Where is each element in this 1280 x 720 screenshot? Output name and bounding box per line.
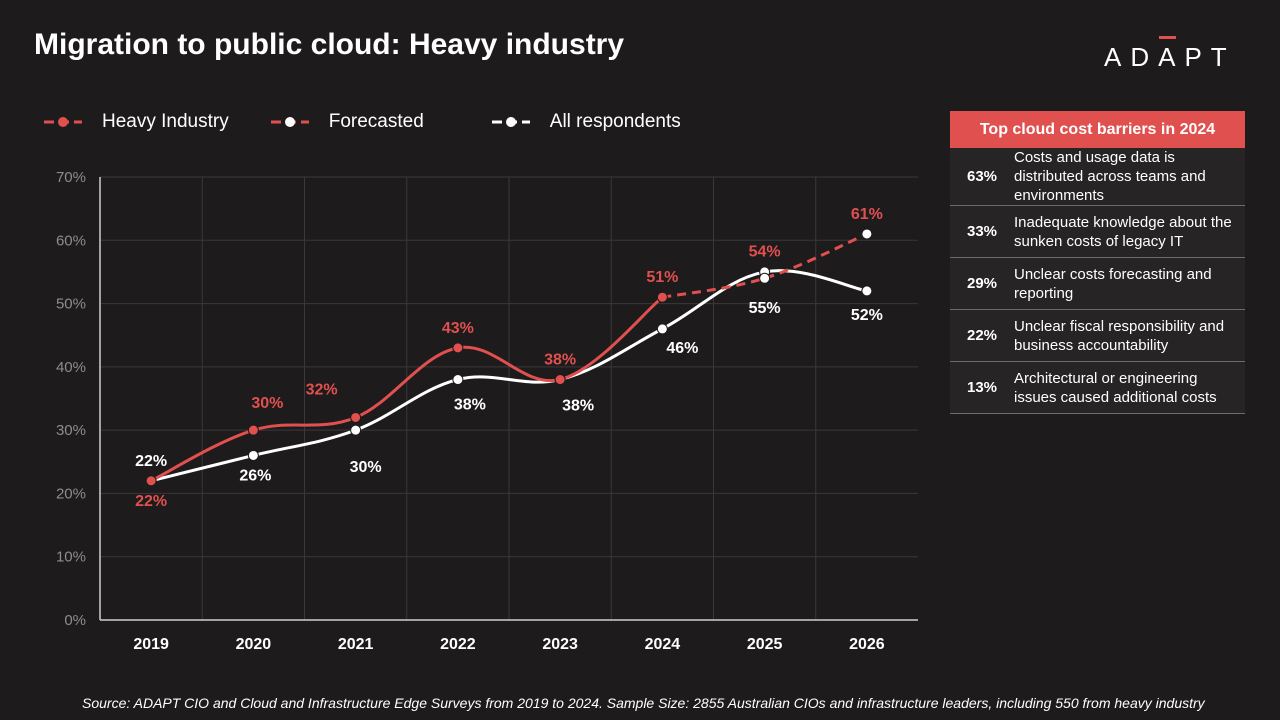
barrier-row: 13% Architectural or engineering issues …	[950, 362, 1245, 414]
point-heavy-industry	[656, 291, 668, 303]
point-all-respondents	[350, 424, 362, 436]
data-label-all-respondents: 38%	[454, 397, 486, 414]
adapt-logo: ADAPT	[1104, 36, 1236, 72]
point-heavy-industry	[452, 342, 464, 354]
data-label-heavy-industry: 30%	[251, 395, 283, 412]
barrier-text: Costs and usage data is distributed acro…	[1014, 149, 1206, 204]
barrier-pct: 22%	[966, 327, 998, 344]
barrier-row: 22% Unclear fiscal responsibility and bu…	[950, 310, 1245, 362]
data-label-all-respondents: 52%	[851, 307, 883, 324]
point-heavy-industry	[247, 424, 259, 436]
y-tick-label: 0%	[64, 612, 86, 629]
y-tick-label: 20%	[56, 485, 86, 502]
legend-swatch-forecasted	[270, 117, 309, 127]
x-tick-label: 2024	[645, 636, 681, 653]
point-heavy-industry	[145, 475, 157, 487]
x-tick-label: 2023	[542, 636, 578, 653]
legend-swatch-all-respondents	[491, 117, 530, 127]
point-all-respondents	[452, 374, 464, 386]
legend-label-all-respondents: All respondents	[549, 111, 681, 132]
data-label-heavy-industry: 38%	[544, 352, 576, 369]
legend-item-forecasted: Forecasted	[269, 111, 424, 133]
y-tick-label: 40%	[56, 359, 86, 376]
y-tick-label: 10%	[56, 549, 86, 566]
point-heavy-industry	[554, 374, 566, 386]
x-tick-label: 2022	[440, 636, 476, 653]
legend-item-heavy-industry: Heavy Industry	[42, 111, 229, 133]
data-label-all-respondents: 55%	[749, 300, 781, 317]
barrier-pct: 13%	[966, 379, 998, 396]
point-all-respondents	[247, 449, 259, 461]
data-label-all-respondents: 22%	[135, 453, 167, 470]
barrier-text: Unclear costs forecasting and reporting	[1014, 265, 1212, 302]
page-title: Migration to public cloud: Heavy industr…	[34, 28, 625, 61]
barrier-pct: 33%	[966, 223, 998, 240]
y-tick-label: 30%	[56, 422, 86, 439]
point-all-respondents	[656, 323, 668, 335]
series-line-heavy-industry	[150, 296, 664, 483]
series-line-all-respondents	[150, 269, 868, 483]
data-label-heavy-industry: 32%	[306, 381, 338, 398]
x-tick-label: 2020	[236, 636, 272, 653]
chart-legend: Heavy Industry Forecasted All respondent…	[42, 108, 721, 136]
legend-label-heavy-industry: Heavy Industry	[102, 111, 229, 132]
x-tick-label: 2021	[338, 636, 374, 653]
y-tick-label: 50%	[56, 296, 86, 313]
source-note: Source: ADAPT CIO and Cloud and Infrastr…	[82, 695, 1205, 711]
y-tick-label: 60%	[56, 232, 86, 249]
data-label-all-respondents: 26%	[239, 467, 271, 484]
data-label-heavy-industry: 43%	[442, 320, 474, 337]
barrier-text: Inadequate knowledge about the sunken co…	[1014, 213, 1232, 250]
barrier-row: 63% Costs and usage data is distributed …	[950, 148, 1245, 206]
barrier-pct: 63%	[966, 168, 998, 185]
barrier-text: Unclear fiscal responsibility and busine…	[1014, 317, 1225, 354]
x-tick-label: 2019	[133, 636, 169, 653]
point-heavy-industry	[350, 411, 362, 423]
cost-barriers-panel: Top cloud cost barriers in 2024 63% Cost…	[950, 111, 1245, 414]
data-label-heavy-industry: 51%	[646, 269, 678, 286]
line-chart: 0% 10% 20% 30% 40% 50% 60% 70% 2019 2020 2021 2022 2…	[56, 169, 918, 653]
point-forecasted	[861, 228, 873, 240]
legend-swatch-heavy-industry	[44, 117, 82, 127]
legend-label-forecasted: Forecasted	[328, 111, 424, 132]
point-all-respondents	[861, 285, 873, 297]
data-label-heavy-industry: 22%	[135, 493, 167, 510]
data-label-all-respondents: 38%	[562, 398, 594, 415]
data-label-all-respondents: 46%	[666, 340, 698, 357]
data-label-all-respondents: 30%	[350, 459, 382, 476]
barrier-row: 33% Inadequate knowledge about the sunke…	[950, 206, 1245, 258]
data-label-forecasted: 54%	[749, 243, 781, 260]
legend-item-all-respondents: All respondents	[490, 111, 681, 133]
barrier-text: Architectural or engineering issues caus…	[1014, 369, 1217, 406]
y-tick-label: 70%	[56, 169, 86, 186]
x-tick-label: 2026	[849, 636, 885, 653]
barrier-row: 29% Unclear costs forecasting and report…	[950, 258, 1245, 310]
data-label-forecasted: 61%	[851, 206, 883, 223]
x-tick-label: 2025	[747, 636, 783, 653]
barrier-pct: 29%	[966, 275, 998, 292]
point-forecasted	[759, 272, 771, 284]
cost-barriers-title: Top cloud cost barriers in 2024	[950, 111, 1245, 148]
